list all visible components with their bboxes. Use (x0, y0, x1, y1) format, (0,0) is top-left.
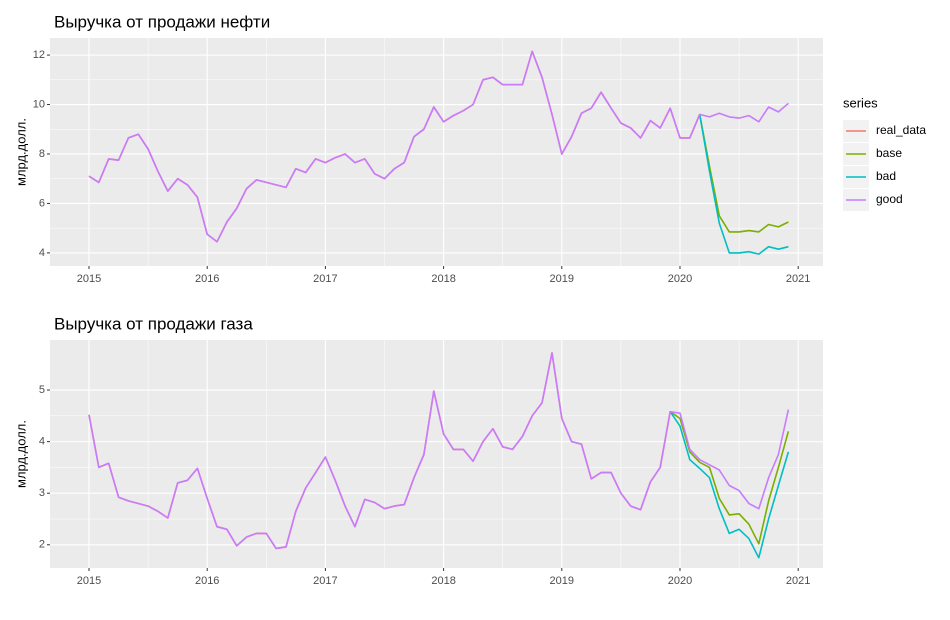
y-tick-label: 4 (39, 436, 45, 448)
legend-label: good (876, 192, 903, 206)
y-axis-title: млрд.долл. (13, 118, 28, 186)
series-line (698, 114, 789, 255)
y-tick-label: 4 (39, 247, 45, 259)
chart-title: Выручка от продажи газа (54, 314, 253, 333)
y-axis-title: млрд.долл. (13, 420, 28, 488)
series-line (698, 114, 789, 233)
y-tick-label: 3 (39, 487, 45, 499)
x-tick-label: 2018 (431, 273, 455, 285)
y-tick-label: 12 (33, 49, 45, 61)
series-line (88, 352, 790, 550)
y-tick-label: 5 (39, 384, 45, 396)
x-tick-label: 2021 (786, 273, 810, 285)
y-tick-label: 8 (39, 148, 45, 160)
x-tick-label: 2019 (550, 575, 574, 587)
x-tick-label: 2018 (431, 575, 455, 587)
y-tick-label: 6 (39, 197, 45, 209)
x-tick-label: 2015 (77, 575, 101, 587)
plot-panel (50, 340, 823, 568)
series-line (669, 411, 790, 545)
series-line (669, 411, 790, 559)
x-tick-label: 2021 (786, 575, 810, 587)
x-tick-label: 2017 (313, 273, 337, 285)
chart-title: Выручка от продажи нефти (54, 12, 270, 31)
x-tick-label: 2016 (195, 273, 219, 285)
legend-title: series (843, 95, 878, 110)
x-tick-label: 2020 (668, 575, 692, 587)
x-tick-label: 2017 (313, 575, 337, 587)
x-tick-label: 2016 (195, 575, 219, 587)
y-tick-label: 2 (39, 539, 45, 551)
legend-label: bad (876, 169, 896, 183)
legend-label: base (876, 146, 902, 160)
y-tick-label: 10 (33, 98, 45, 110)
x-tick-label: 2020 (668, 273, 692, 285)
legend-label: real_data (876, 123, 926, 137)
series-line (88, 50, 789, 243)
x-tick-label: 2019 (550, 273, 574, 285)
x-tick-label: 2015 (77, 273, 101, 285)
